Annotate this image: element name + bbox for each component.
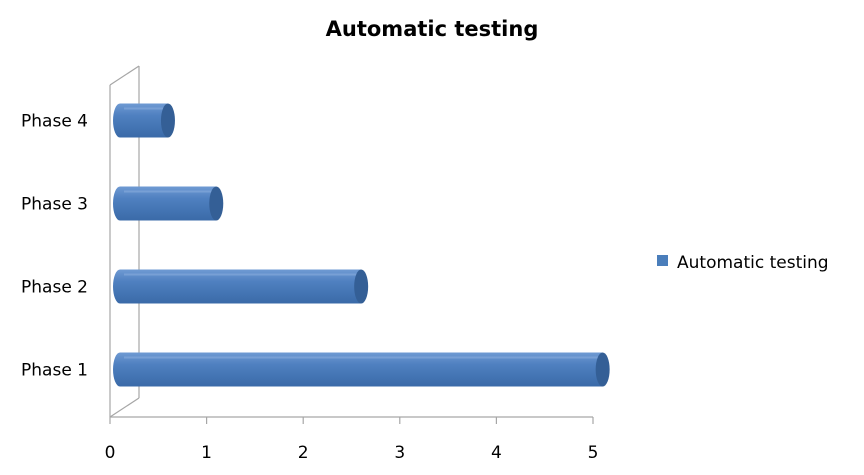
wall-top-edge: [109, 65, 140, 86]
x-tick-label-4: 4: [491, 443, 502, 463]
bars-group: [113, 103, 610, 387]
legend-label: Automatic testing: [677, 253, 829, 273]
bar-end-cap: [595, 352, 610, 387]
x-tick-label-2: 2: [298, 443, 309, 463]
wall-bottom-edge: [109, 397, 140, 418]
bar-phase-2: [113, 269, 369, 304]
legend-swatch: [657, 255, 668, 266]
y-tick-label-phase-4: Phase 4: [21, 112, 88, 132]
x-tick-label-0: 0: [105, 443, 116, 463]
y-tick-label-phase-3: Phase 3: [21, 195, 88, 215]
bar-body: [113, 103, 168, 138]
bar-body: [113, 352, 603, 387]
legend: Automatic testing: [657, 253, 829, 273]
y-tick-label-phase-2: Phase 2: [21, 278, 88, 298]
bar-phase-3: [113, 186, 224, 221]
y-tick-labels: Phase 1 Phase 2 Phase 3 Phase 4: [21, 112, 88, 381]
x-tick-group: 0 1 2 3 4 5: [105, 417, 599, 463]
bar-end-cap: [160, 103, 175, 138]
x-tick-label-3: 3: [394, 443, 405, 463]
bar-end-cap: [354, 269, 369, 304]
bar-body: [113, 269, 362, 304]
y-tick-label-phase-1: Phase 1: [21, 361, 88, 381]
bar-phase-1: [113, 352, 610, 387]
chart-title: Automatic testing: [326, 17, 539, 41]
bar-end-cap: [209, 186, 224, 221]
bar-body: [113, 186, 217, 221]
bar-phase-4: [113, 103, 175, 138]
x-tick-label-5: 5: [588, 443, 599, 463]
x-tick-label-1: 1: [201, 443, 212, 463]
